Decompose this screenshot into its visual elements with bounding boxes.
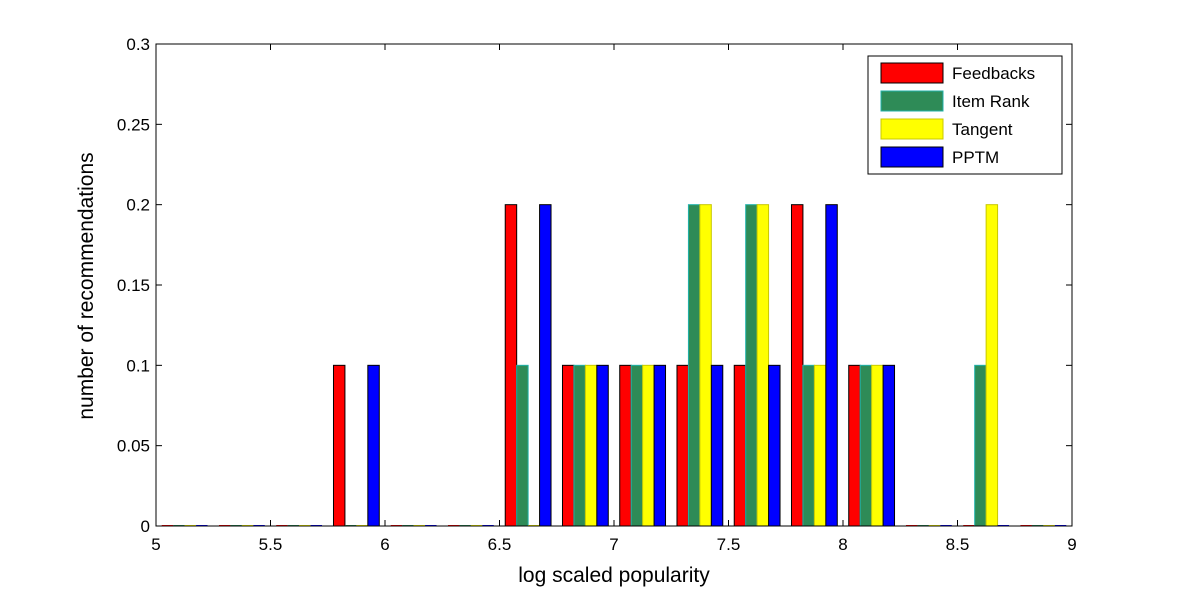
x-tick-label: 5	[151, 535, 160, 554]
bar-feedbacks	[733, 364, 747, 527]
bar-item-rank	[974, 364, 987, 527]
legend-swatch-pptm	[880, 146, 944, 168]
legend-swatch-tangent	[880, 118, 944, 140]
bar-tangent	[985, 204, 999, 527]
bar-feedbacks	[504, 204, 518, 527]
x-tick-label: 6.5	[488, 535, 512, 554]
bars-layer	[161, 204, 1067, 527]
bar-tangent	[871, 364, 884, 527]
bar-tangent	[813, 364, 827, 527]
x-axis-label: log scaled popularity	[518, 564, 710, 587]
bar-item-rank	[859, 364, 873, 527]
bar-item-rank	[573, 364, 586, 527]
bar-pptm	[882, 364, 896, 527]
y-tick-label: 0	[141, 517, 150, 536]
y-tick-label: 0.2	[126, 196, 150, 215]
legend: Feedbacks Item Rank Tangent PPTM	[867, 55, 1063, 175]
x-axis: 5 5.5 6 6.5 7 7.5 8 8.5 9	[151, 44, 1077, 554]
bar-pptm	[539, 204, 552, 527]
bar-item-rank	[687, 204, 701, 527]
legend-swatch-item-rank	[880, 90, 944, 112]
bar-item-rank	[745, 204, 758, 527]
x-tick-label: 8.5	[946, 535, 970, 554]
bar-tangent	[699, 204, 712, 527]
bar-pptm	[596, 364, 609, 527]
bar-feedbacks	[332, 364, 346, 527]
legend-label: PPTM	[952, 148, 999, 167]
x-tick-label: 7.5	[717, 535, 741, 554]
bar-tangent	[642, 364, 655, 527]
x-tick-label: 7	[609, 535, 618, 554]
y-tick-label: 0.1	[126, 356, 150, 375]
bar-pptm	[710, 364, 724, 527]
x-tick-label: 8	[838, 535, 847, 554]
bar-pptm	[825, 204, 838, 527]
y-axis-label: number of recommendations	[75, 152, 98, 419]
x-tick-label: 6	[380, 535, 389, 554]
bar-item-rank	[630, 364, 644, 527]
bar-feedbacks	[790, 204, 804, 527]
bar-item-rank	[516, 364, 529, 527]
bar-feedbacks	[848, 364, 861, 527]
bar-pptm	[653, 364, 667, 527]
bar-feedbacks	[619, 364, 632, 527]
legend-label: Tangent	[952, 120, 1013, 139]
bar-item-rank	[802, 364, 815, 527]
bar-pptm	[367, 364, 380, 527]
x-tick-label: 9	[1067, 535, 1076, 554]
y-tick-label: 0.05	[117, 437, 150, 456]
legend-label: Item Rank	[952, 92, 1030, 111]
bar-tangent	[756, 204, 770, 527]
y-tick-label: 0.25	[117, 115, 150, 134]
y-axis: 0 0.05 0.1 0.15 0.2 0.25 0.3	[117, 35, 1072, 536]
legend-label: Feedbacks	[952, 64, 1035, 83]
bar-pptm	[768, 364, 781, 527]
legend-swatch-feedbacks	[880, 62, 944, 84]
bar-feedbacks	[561, 364, 575, 527]
bar-tangent	[584, 364, 598, 527]
y-tick-label: 0.3	[126, 35, 150, 54]
x-tick-label: 5.5	[259, 535, 283, 554]
bar-feedbacks	[676, 364, 689, 527]
y-tick-label: 0.15	[117, 276, 150, 295]
